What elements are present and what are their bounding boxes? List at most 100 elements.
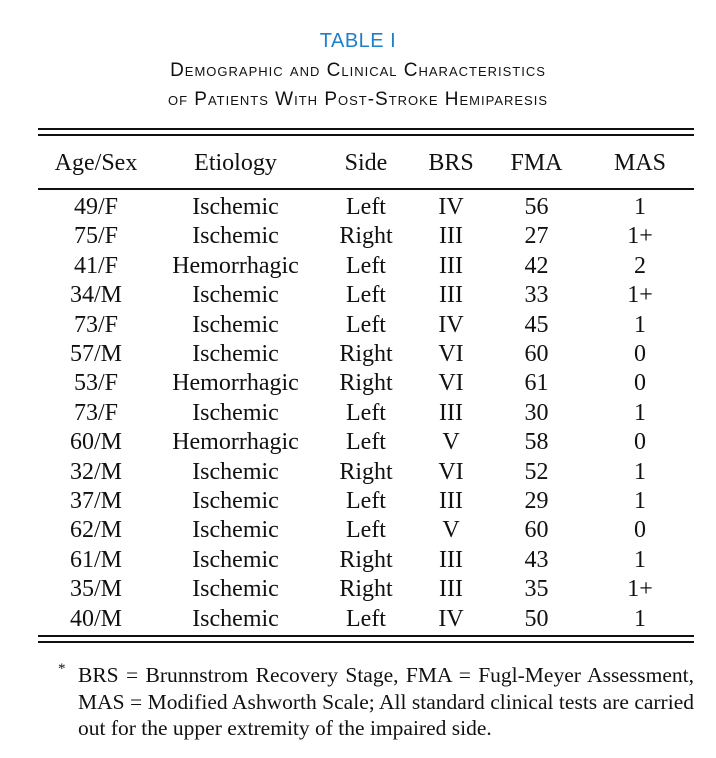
cell-brs: III [439,576,463,603]
cell-etiology: Ischemic [192,488,279,515]
header-row: Age/Sex Etiology Side BRS FMA MAS [38,146,694,180]
table-label: TABLE I [319,30,397,52]
cell-side: Right [339,370,393,397]
cell-mas: 1+ [627,576,653,603]
patient-table: 49/F Ischemic Left IV 56 1 75/F Ischemic Right II… [38,193,694,634]
footnote-text: BRS = Brunnstrom Recovery Stage, FMA = F… [78,663,694,740]
cell-age-sex: 73/F [73,399,118,426]
table-body: 49/F Ischemic Left IV 56 1 75/F Ischemic Right II… [38,193,694,634]
cell-mas: 0 [634,429,646,456]
table-header: Age/Sex Etiology Side BRS FMA MAS [38,146,694,180]
cell-brs: III [439,223,463,250]
cell-etiology: Hemorrhagic [172,370,299,397]
cell-fma: 61 [524,370,549,397]
cell-etiology: Ischemic [192,517,279,544]
cell-brs: III [439,488,463,515]
cell-age-sex: 32/M [69,458,122,485]
table-row: 34/M Ischemic Left III 33 1+ [38,281,694,310]
cell-age-sex: 57/M [69,341,122,368]
cell-fma: 60 [524,517,549,544]
cell-etiology: Ischemic [192,223,279,250]
cell-etiology: Ischemic [192,194,279,220]
cell-etiology: Ischemic [192,458,279,485]
column-header-fma: FMA [510,150,563,176]
footnote-mark: * [58,661,66,677]
cell-age-sex: 49/F [73,194,118,220]
cell-etiology: Hemorrhagic [172,429,299,456]
cell-mas: 0 [634,370,646,397]
cell-etiology: Ischemic [192,341,279,368]
header-rule [38,188,694,190]
cell-side: Left [346,252,386,279]
cell-etiology: Ischemic [192,311,279,338]
cell-brs: VI [438,341,464,368]
table-row: 53/F Hemorrhagic Right VI 61 0 [38,369,694,398]
cell-age-sex: 37/M [69,488,122,515]
cell-mas: 1+ [627,282,653,309]
cell-etiology: Ischemic [192,576,279,603]
cell-side: Left [346,429,386,456]
cell-mas: 0 [634,517,646,544]
top-rule [38,128,694,130]
cell-brs: III [439,252,463,279]
table-caption-line-1: Demographic and Clinical Characteristics [170,60,546,81]
table-footnote: * BRS = Brunnstrom Recovery Stage, FMA =… [58,661,694,742]
cell-age-sex: 62/M [69,517,122,544]
cell-side: Left [346,194,386,220]
table-row: 41/F Hemorrhagic Left III 42 2 [38,252,694,281]
cell-fma: 52 [524,458,549,485]
cell-etiology: Ischemic [192,605,279,632]
cell-brs: VI [438,370,464,397]
column-header-brs: BRS [428,150,474,176]
cell-fma: 35 [524,576,549,603]
cell-fma: 27 [524,223,549,250]
table-row: 75/F Ischemic Right III 27 1+ [38,222,694,251]
cell-mas: 1 [634,488,646,515]
cell-age-sex: 34/M [69,282,122,309]
cell-side: Left [346,399,386,426]
cell-side: Left [346,488,386,515]
cell-mas: 1+ [627,223,653,250]
cell-side: Left [346,282,386,309]
table-row: 73/F Ischemic Left IV 45 1 [38,311,694,340]
cell-mas: 1 [634,605,646,632]
cell-etiology: Ischemic [192,399,279,426]
bottom-rule [38,635,694,637]
cell-mas: 0 [634,341,646,368]
cell-age-sex: 40/M [69,605,122,632]
top-rule-inner [38,134,694,136]
cell-brs: IV [438,311,464,338]
cell-age-sex: 35/M [69,576,122,603]
cell-age-sex: 41/F [73,252,118,279]
cell-fma: 56 [524,194,549,220]
cell-brs: V [442,517,460,544]
cell-side: Left [346,311,386,338]
column-header-side: Side [344,150,388,176]
column-header-age-sex: Age/Sex [54,150,138,176]
cell-mas: 1 [634,546,646,573]
cell-fma: 30 [524,399,549,426]
cell-age-sex: 53/F [73,370,118,397]
cell-etiology: Hemorrhagic [172,252,299,279]
cell-mas: 1 [634,194,646,220]
table-row: 57/M Ischemic Right VI 60 0 [38,340,694,369]
table-row: 60/M Hemorrhagic Left V 58 0 [38,428,694,457]
table-row: 37/M Ischemic Left III 29 1 [38,487,694,516]
table-row: 49/F Ischemic Left IV 56 1 [38,193,694,222]
cell-brs: III [439,282,463,309]
cell-mas: 1 [634,458,646,485]
cell-brs: V [442,429,460,456]
cell-fma: 29 [524,488,549,515]
table-row: 32/M Ischemic Right VI 52 1 [38,458,694,487]
cell-etiology: Ischemic [192,282,279,309]
cell-etiology: Ischemic [192,546,279,573]
table-row: 35/M Ischemic Right III 35 1+ [38,575,694,604]
cell-fma: 42 [524,252,549,279]
cell-fma: 43 [524,546,549,573]
cell-side: Right [339,458,393,485]
table-row: 62/M Ischemic Left V 60 0 [38,516,694,545]
column-header-etiology: Etiology [194,150,277,176]
cell-age-sex: 73/F [73,311,118,338]
cell-side: Left [346,605,386,632]
table-caption-line-2: of Patients With Post-Stroke Hemiparesis [167,89,549,110]
